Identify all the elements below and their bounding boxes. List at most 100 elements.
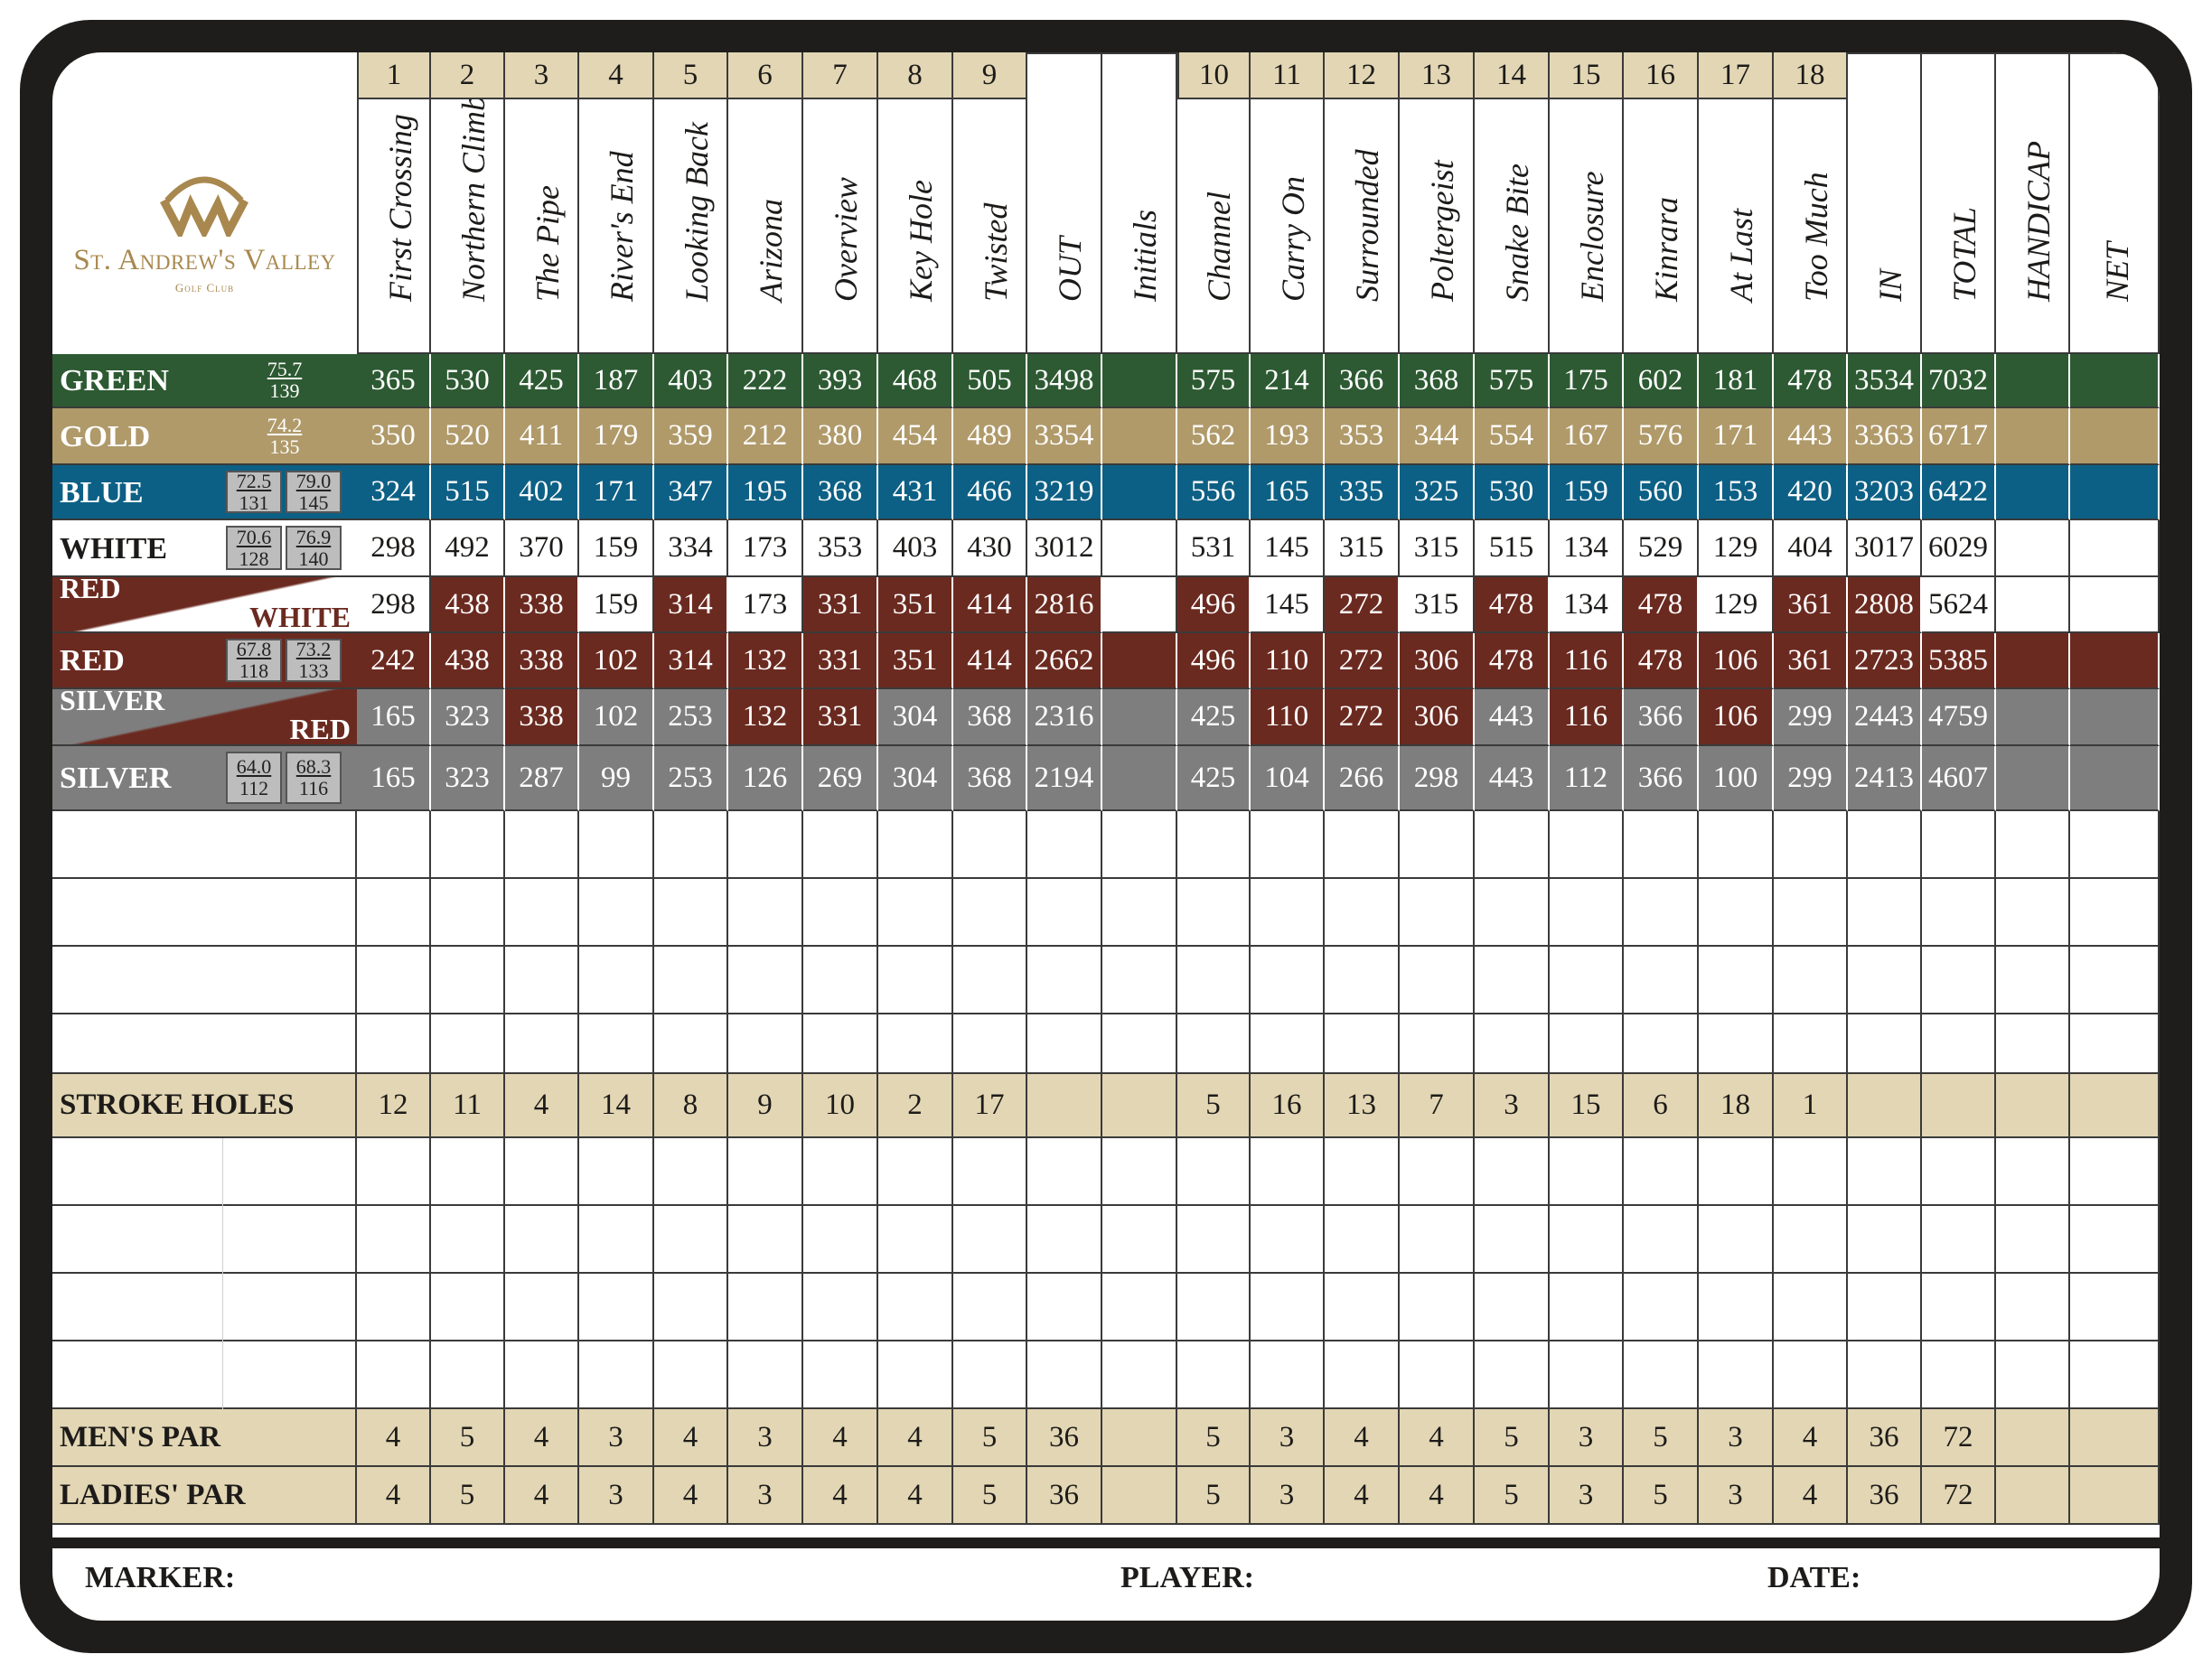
ladies_par-value: 4 (878, 1467, 953, 1525)
score-cell (1922, 1014, 1996, 1074)
score-cell (505, 1014, 579, 1074)
stroke_holes-value: 17 (953, 1074, 1027, 1138)
score-cell (1550, 1014, 1624, 1074)
club-name: St. Andrew's Valley (73, 244, 336, 276)
ladies_par-value: 5 (1624, 1467, 1699, 1525)
stroke_holes-value (2070, 1074, 2160, 1138)
tee-yardage: 272 (1325, 689, 1400, 746)
hole-name: Too Much (1797, 172, 1834, 302)
hole-number: 16 (1624, 52, 1699, 99)
tee-yardage: 314 (654, 577, 728, 633)
score-cell (728, 947, 803, 1014)
tee-yardage: 414 (953, 633, 1027, 689)
score-cell (728, 879, 803, 947)
tee-yardage: 331 (803, 689, 878, 746)
score-cell (1027, 1206, 1102, 1274)
tee-yardage: 425 (1177, 689, 1251, 746)
score-cell (728, 1341, 803, 1409)
score-cell (1251, 1274, 1325, 1341)
tee-yardage (1102, 465, 1177, 520)
hole-number: 3 (505, 52, 579, 99)
score-cell (953, 1014, 1027, 1074)
score-cell (1996, 811, 2070, 879)
score-cell (505, 879, 579, 947)
hole-name-cell: Too Much (1774, 99, 1848, 354)
score-cell (953, 947, 1027, 1014)
score-cell (878, 1341, 953, 1409)
score-cell (1774, 1206, 1848, 1274)
score-cell (1400, 811, 1475, 879)
hole-name: Key Hole (902, 180, 939, 302)
tee-yardage: 165 (357, 689, 431, 746)
hole-number: 1 (357, 52, 431, 99)
stroke_holes-value: 3 (1475, 1074, 1550, 1138)
tee-yardage: 576 (1624, 408, 1699, 465)
score-cell (505, 811, 579, 879)
stroke_holes-value: 15 (1550, 1074, 1624, 1138)
mens_par-value: 3 (728, 1409, 803, 1467)
tee-yardage: 306 (1400, 633, 1475, 689)
score-cell (1475, 947, 1550, 1014)
tee-yardage: 324 (357, 465, 431, 520)
tee-yardage: 171 (579, 465, 654, 520)
tee-yardage: 102 (579, 633, 654, 689)
hole-number: 13 (1400, 52, 1475, 99)
tee-yardage: 466 (953, 465, 1027, 520)
tee-yardage (1102, 577, 1177, 633)
tee-yardage: 478 (1774, 354, 1848, 408)
tee-yardage: 181 (1699, 354, 1774, 408)
tee-yardage: 315 (1400, 520, 1475, 577)
tee-yardage (2070, 746, 2160, 811)
score-cell (579, 879, 654, 947)
score-cell (728, 1014, 803, 1074)
tee-yardage: 315 (1400, 577, 1475, 633)
hole-name: First Crossing (381, 114, 418, 302)
tee-yardage: 393 (803, 354, 878, 408)
tee-rating-men: 74.2 135 (257, 414, 313, 458)
hole-name-cell: At Last (1699, 99, 1774, 354)
score-cell (1922, 879, 1996, 947)
score-cell (431, 1274, 505, 1341)
slope-rating: 140 (298, 547, 329, 570)
course-rating: 67.8 (236, 638, 272, 660)
tee-yardage: 529 (1624, 520, 1699, 577)
score-cell (1699, 1206, 1774, 1274)
tee-yardage: 159 (579, 520, 654, 577)
ladies_par-value: 4 (803, 1467, 878, 1525)
ladies_par-value: 4 (505, 1467, 579, 1525)
slope-rating: 135 (269, 435, 300, 458)
tee-yardage: 116 (1550, 689, 1624, 746)
row-label-mens_par: MEN'S PAR (52, 1409, 357, 1467)
score-cell (1102, 1014, 1177, 1074)
tee-yardage: 347 (654, 465, 728, 520)
tee-yardage: 299 (1774, 689, 1848, 746)
tee-yardage: 478 (1475, 577, 1550, 633)
score-cell (1848, 1206, 1922, 1274)
score-cell (1325, 1274, 1400, 1341)
hole-number: 9 (953, 52, 1027, 99)
hole-name: Carry On (1274, 175, 1311, 302)
score-cell (2070, 879, 2160, 947)
tee-yardage: 505 (953, 354, 1027, 408)
score-cell (1550, 1206, 1624, 1274)
course-rating: 79.0 (295, 469, 332, 492)
score-cell (1400, 1014, 1475, 1074)
hole-name: Arizona (752, 198, 789, 302)
score-cell (1624, 1206, 1699, 1274)
tee-yardage: 425 (505, 354, 579, 408)
score-cell (579, 1341, 654, 1409)
score-cell (1550, 879, 1624, 947)
hole-name: Surrounded (1348, 149, 1385, 302)
tee-yardage (1102, 689, 1177, 746)
tee-yardage (1996, 354, 2070, 408)
score-cell (1475, 811, 1550, 879)
club-subtitle: Golf Club (174, 281, 235, 294)
mens_par-value: 72 (1922, 1409, 1996, 1467)
score-cell (1027, 1341, 1102, 1409)
score-cell (878, 947, 953, 1014)
tee-yardage: 380 (803, 408, 878, 465)
score-cell (1996, 1138, 2070, 1206)
tee-yardage: 438 (431, 577, 505, 633)
hole-name: OUT (1051, 236, 1088, 302)
tee-yardage: 272 (1325, 633, 1400, 689)
